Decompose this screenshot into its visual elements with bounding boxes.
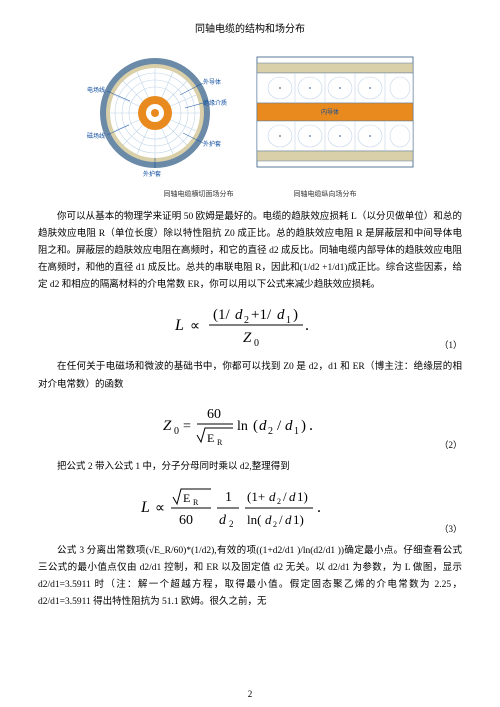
paragraph-4: 公式 3 分离出常数项(√E_R/60)*(1/d2),有效的项((1+d2/d…	[38, 543, 462, 611]
svg-text:): )	[301, 418, 306, 434]
svg-text:d: d	[285, 512, 292, 527]
svg-text:): )	[293, 307, 298, 323]
svg-text:d: d	[269, 489, 276, 504]
svg-text:60: 60	[207, 407, 221, 422]
svg-text:+1/: +1/	[251, 307, 272, 323]
svg-text:d: d	[259, 418, 267, 434]
cross-section-diagram: 电场线 磁场线 外导体 绝缘介质 外护套 外护套	[85, 43, 225, 183]
svg-text:d: d	[219, 513, 227, 528]
svg-text:ln: ln	[237, 419, 248, 434]
eq-num-3: （3）	[439, 522, 462, 535]
svg-text:2: 2	[229, 519, 234, 529]
svg-text:E: E	[183, 491, 190, 505]
svg-text:R: R	[217, 438, 223, 447]
figure-title: 同轴电缆的结构和场分布	[38, 20, 462, 35]
svg-text:(1/: (1/	[213, 307, 230, 323]
svg-text:1): 1)	[297, 489, 308, 504]
svg-text:.: .	[309, 417, 313, 434]
svg-text:.: .	[317, 499, 321, 516]
svg-text:2: 2	[244, 315, 249, 326]
svg-text:∝: ∝	[155, 501, 165, 516]
svg-text:∝: ∝	[190, 319, 200, 334]
svg-text:Z: Z	[243, 330, 252, 346]
eq-num-1: （1）	[439, 338, 462, 351]
caption-cross: 同轴电缆横切面场分布	[164, 189, 234, 199]
svg-text:d: d	[265, 512, 272, 527]
label-outer: 外导体	[203, 77, 221, 86]
svg-text:L: L	[140, 499, 150, 516]
label-efield: 电场线	[87, 85, 105, 94]
diagram-container: 电场线 磁场线 外导体 绝缘介质 外护套 外护套	[38, 43, 462, 183]
svg-text:ln(: ln(	[247, 512, 261, 527]
paragraph-3: 把公式 2 带入公式 1 中，分子分母同时乘以 d2,整理得到	[38, 459, 462, 476]
svg-text:Z: Z	[163, 418, 172, 434]
svg-text:2: 2	[273, 520, 277, 529]
svg-text:.: .	[305, 317, 309, 334]
label-insul: 绝缘介质	[203, 98, 227, 107]
svg-text:d: d	[277, 307, 285, 323]
svg-text:2: 2	[277, 497, 281, 506]
equation-3: L ∝ E R 60 1 d 2 (1+ d 2 / d 1) ln( d 2 …	[38, 484, 462, 535]
svg-text:1: 1	[225, 490, 232, 505]
svg-text:E: E	[207, 431, 214, 445]
svg-text:d: d	[289, 489, 296, 504]
svg-text:d: d	[285, 418, 293, 434]
svg-text:1: 1	[286, 315, 291, 326]
label-inner: 外护套	[143, 169, 161, 178]
svg-text:60: 60	[179, 513, 193, 528]
svg-text:2: 2	[268, 426, 273, 437]
svg-text:1: 1	[294, 426, 299, 437]
caption-long: 同轴电缆纵向场分布	[294, 189, 357, 199]
equation-1: L ∝ (1/ d 2 +1/ d 1 ) Z 0 . （1）	[38, 302, 462, 351]
svg-text:/: /	[279, 512, 283, 527]
svg-text:d: d	[235, 307, 243, 323]
svg-text:0: 0	[254, 338, 259, 348]
label-inner-rect: 内导体	[321, 107, 339, 116]
svg-text:/: /	[283, 489, 287, 504]
svg-text:L: L	[174, 317, 184, 334]
paragraph-2: 在任何关于电磁场和微波的基础书中，你都可以找到 Z0 是 d2，d1 和 ER（…	[38, 359, 462, 393]
eq-num-2: （2）	[439, 438, 462, 451]
longitudinal-diagram: 内导体	[255, 55, 415, 170]
svg-text:/: /	[277, 418, 282, 434]
equation-2: Z 0 = 60 E R ln ( d 2 / d 1 ) . （2）	[38, 402, 462, 451]
paragraph-1: 你可以从基本的物理学来证明 50 欧姆是最好的。电缆的趋肤效应损耗 L（以分贝做…	[38, 209, 462, 294]
svg-text:0: 0	[174, 426, 179, 437]
page-number: 2	[0, 689, 500, 699]
label-hfield: 磁场线	[87, 131, 105, 140]
svg-text:(: (	[253, 418, 258, 434]
svg-text:(1+: (1+	[247, 489, 265, 504]
svg-text:=: =	[183, 419, 191, 434]
label-shield: 外护套	[203, 139, 221, 148]
diagram-captions: 同轴电缆横切面场分布 同轴电缆纵向场分布	[38, 189, 462, 199]
svg-text:1): 1)	[293, 512, 304, 527]
svg-text:R: R	[193, 498, 199, 507]
